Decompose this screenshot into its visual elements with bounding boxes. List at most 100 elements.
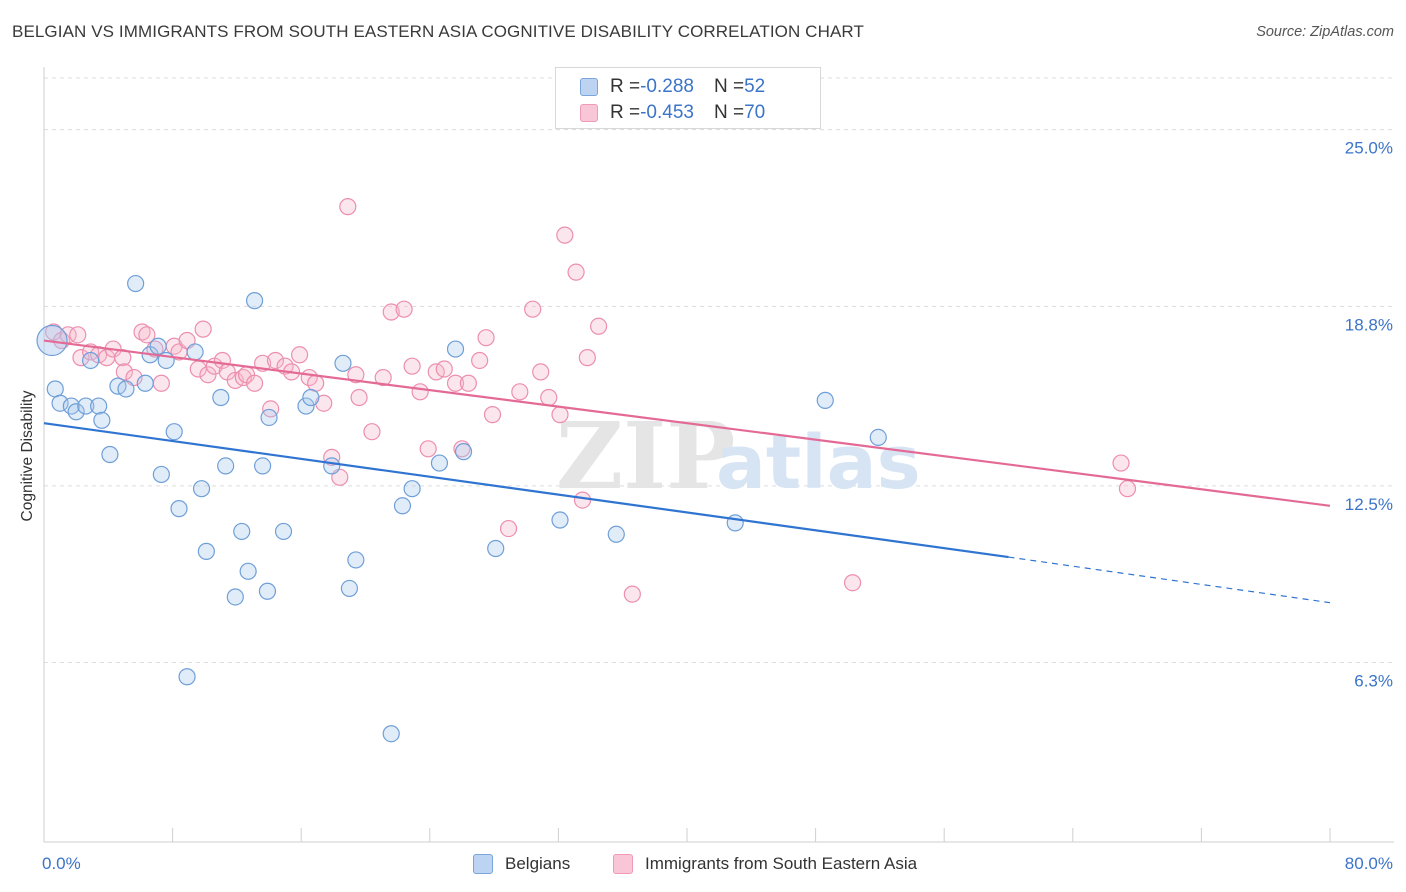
pink-trend-line — [43, 339, 1331, 507]
axes — [43, 67, 1394, 843]
blue-point-35 — [323, 457, 341, 475]
pink-point-62 — [540, 388, 558, 407]
bottom-legend-swatch-pink — [613, 854, 633, 874]
pink-point-72 — [1118, 480, 1137, 498]
y-tick-label-2: 18.8% — [1345, 315, 1393, 334]
pink-point-61 — [532, 363, 550, 381]
blue-point-49 — [816, 391, 834, 409]
pink-point-63 — [551, 406, 569, 424]
pink-point-20 — [194, 320, 212, 338]
pink-point-51 — [435, 360, 453, 378]
bottom-legend-swatch-blue — [473, 854, 493, 874]
bottom-legend-belgians: Belgians — [473, 851, 570, 877]
pink-point-47 — [403, 357, 421, 375]
blue-point-25 — [233, 522, 251, 541]
pink-point-4 — [72, 349, 90, 367]
blue-point-41 — [403, 480, 421, 498]
blue-point-38 — [347, 551, 365, 569]
pink-point-70 — [843, 574, 862, 592]
blue-point-30 — [260, 408, 278, 427]
blue-point-39 — [382, 725, 400, 743]
pink-point-10 — [115, 363, 133, 381]
pink-point-28 — [245, 374, 264, 392]
blue-point-37 — [340, 579, 359, 598]
legend-n-value: 52 — [744, 76, 766, 97]
pink-point-55 — [471, 351, 489, 370]
blue-point-40 — [393, 497, 412, 515]
pink-point-15 — [152, 374, 170, 392]
blue-point-34 — [302, 388, 320, 407]
x-tick-label-min: 0.0% — [42, 854, 81, 873]
pink-point-56 — [477, 329, 495, 347]
blue-point-46 — [551, 511, 569, 529]
blue-point-50 — [869, 428, 887, 447]
pink-point-52 — [446, 374, 465, 392]
pink-point-36 — [307, 374, 325, 392]
pink-point-3 — [69, 326, 87, 344]
blue-point-4 — [67, 403, 85, 421]
blue-point-11 — [117, 380, 135, 398]
blue-point-22 — [197, 542, 215, 560]
bottom-legend-label: Immigrants from South Eastern Asia — [645, 854, 918, 873]
stats-legend: R = -0.288 N = 52 R = -0.453 N = 70 — [555, 67, 821, 129]
blue-point-19 — [170, 500, 188, 518]
blue-point-47 — [607, 525, 625, 543]
blue-point-44 — [454, 443, 473, 461]
blue-point-6 — [90, 397, 108, 415]
legend-n-label: N = — [713, 102, 745, 123]
pink-point-49 — [419, 440, 437, 458]
blue-point-9 — [101, 445, 119, 464]
blue-point-8 — [82, 351, 100, 370]
y-tick-label-3: 25.0% — [1345, 139, 1393, 158]
pink-point-53 — [453, 440, 471, 458]
pink-point-67 — [589, 317, 608, 335]
chart-title: BELGIAN VS IMMIGRANTS FROM SOUTH EASTERN… — [12, 22, 864, 41]
source-label: Source: ZipAtlas.com — [1256, 24, 1394, 40]
blue-point-15 — [149, 337, 167, 355]
trend-lines — [43, 339, 1331, 604]
legend-r-value: -0.288 — [640, 76, 694, 97]
pink-point-48 — [411, 383, 429, 401]
pink-point-31 — [266, 351, 285, 370]
y-tick-label-0: 6.3% — [1354, 671, 1393, 690]
blue-point-16 — [152, 465, 170, 484]
pink-point-12 — [133, 323, 151, 341]
pink-point-65 — [567, 263, 585, 281]
watermark: ZIP atlas — [556, 402, 921, 510]
pink-point-69 — [573, 491, 592, 509]
pink-point-45 — [382, 303, 400, 321]
pink-point-60 — [524, 300, 542, 318]
pink-point-59 — [511, 383, 529, 401]
pink-point-13 — [138, 326, 156, 344]
blue-point-51 — [178, 668, 196, 686]
blue-point-24 — [217, 457, 235, 475]
blue-point-28 — [245, 292, 264, 310]
blue-point-7 — [93, 411, 111, 429]
legend-r-label: R = — [610, 102, 641, 123]
pink-point-58 — [499, 519, 518, 538]
pink-point-42 — [350, 388, 368, 407]
blue-point-12 — [127, 274, 145, 293]
blue-point-31 — [258, 582, 277, 600]
watermark-zip: ZIP — [556, 402, 735, 510]
blue-point-20 — [186, 343, 204, 361]
blue-point-33 — [297, 397, 315, 415]
legend-r-label: R = — [610, 76, 641, 97]
bottom-legend-immigrants: Immigrants from South Eastern Asia — [613, 851, 917, 877]
legend-swatch-pink — [580, 104, 598, 122]
blue-point-18 — [165, 423, 183, 441]
pink-point-41 — [347, 366, 365, 384]
pink-point-44 — [374, 368, 392, 387]
blue-point-32 — [274, 522, 293, 541]
watermark-atlas: atlas — [716, 420, 921, 506]
blue-trend-extension — [1008, 556, 1331, 604]
legend-n-value: 70 — [744, 102, 766, 123]
blue-point-23 — [212, 388, 230, 407]
blue-point-42 — [430, 454, 449, 472]
pink-point-34 — [290, 346, 309, 364]
blue-point-43 — [446, 340, 465, 358]
pink-point-21 — [199, 366, 217, 384]
bottom-legend-label: Belgians — [505, 854, 571, 873]
pink-point-30 — [262, 400, 280, 418]
blue-point-2 — [51, 394, 69, 412]
